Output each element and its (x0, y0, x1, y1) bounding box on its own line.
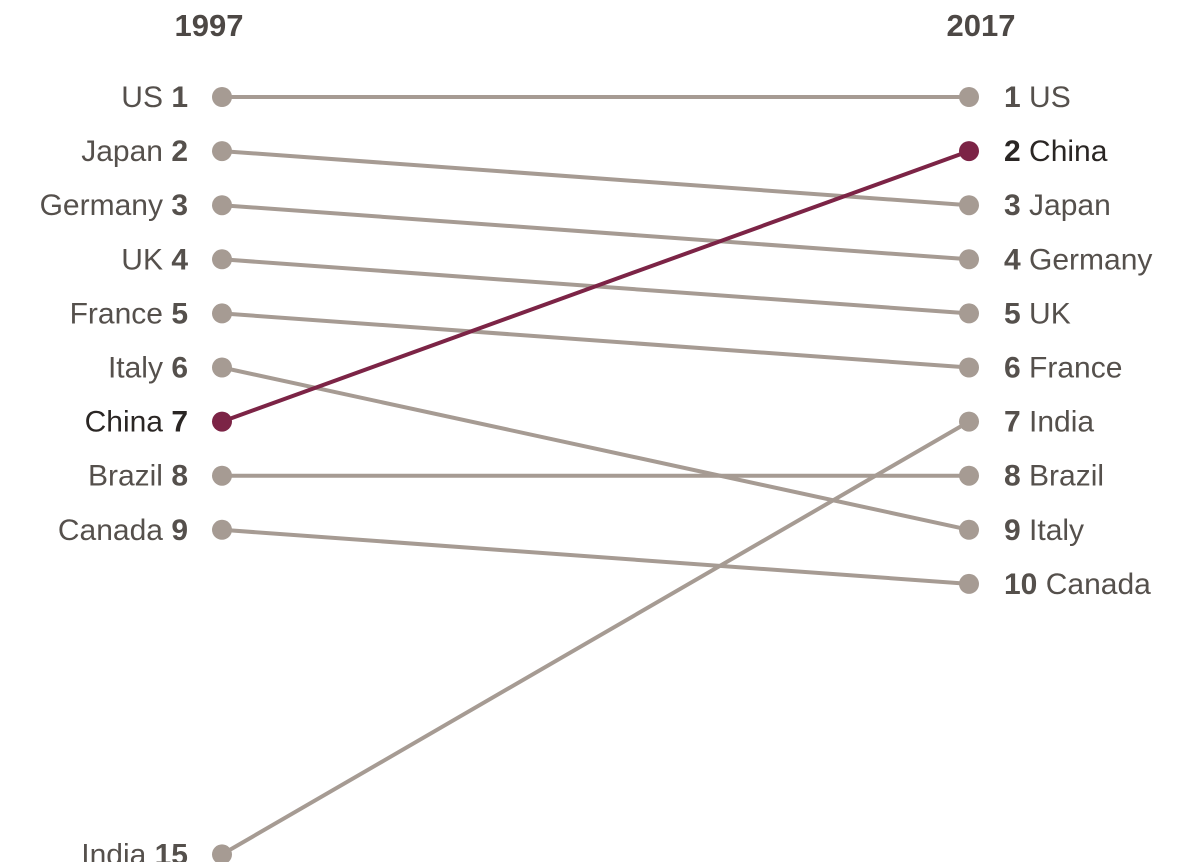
label-2017-name: Canada (1046, 568, 1151, 601)
dot-1997-us (212, 87, 232, 107)
dot-1997-uk (212, 249, 232, 270)
dot-1997-france (212, 303, 232, 324)
slope-line-france (220, 311, 971, 370)
label-1997-rank: 2 (171, 135, 188, 168)
slope-lines (220, 95, 971, 857)
label-1997-name: Germany (40, 189, 172, 222)
label-2017-france: 6 France (1004, 352, 1122, 385)
slope-line-canada (220, 527, 971, 586)
dot-1997-japan (212, 141, 232, 162)
label-1997-name: India (81, 838, 154, 862)
slope-line-germany (220, 203, 971, 262)
label-1997-rank: 7 (171, 406, 188, 439)
label-2017-canada: 10 Canada (1004, 568, 1151, 601)
label-2017-rank: 5 (1004, 297, 1029, 330)
year-label-2017: 2017 (947, 8, 1016, 43)
dot-2017-germany (959, 249, 979, 270)
dot-2017-uk (959, 303, 979, 324)
label-2017-rank: 3 (1004, 189, 1029, 222)
label-2017-rank: 6 (1004, 352, 1029, 385)
label-1997-name: France (70, 297, 172, 330)
label-2017-name: India (1029, 406, 1094, 439)
dot-2017-italy (959, 519, 979, 540)
label-1997-name: Canada (58, 514, 171, 547)
slope-line-japan (220, 149, 971, 208)
label-2017-name: Brazil (1029, 460, 1104, 493)
label-2017-rank: 7 (1004, 406, 1029, 439)
slope-dots (212, 87, 979, 862)
label-1997-rank: 15 (155, 838, 188, 862)
label-1997-brazil: Brazil 8 (88, 460, 188, 493)
dot-1997-brazil (212, 465, 232, 486)
label-1997-name: US (121, 81, 171, 114)
label-1997-name: Japan (81, 135, 171, 168)
label-2017-name: US (1029, 81, 1071, 114)
label-2017-india: 7 India (1004, 406, 1094, 439)
dot-2017-france (959, 357, 979, 378)
label-1997-india: India 15 (81, 838, 188, 862)
label-1997-rank: 9 (171, 514, 188, 547)
label-1997-rank: 4 (171, 243, 188, 276)
label-1997-rank: 5 (171, 297, 188, 330)
label-2017-name: Germany (1029, 243, 1152, 276)
label-2017-rank: 1 (1004, 81, 1029, 114)
dot-1997-germany (212, 195, 232, 216)
label-1997-rank: 8 (171, 460, 188, 493)
label-1997-italy: Italy 6 (108, 352, 188, 385)
label-1997-name: UK (121, 243, 171, 276)
dot-2017-china (959, 141, 979, 162)
label-2017-name: China (1029, 135, 1108, 168)
label-1997-rank: 1 (171, 81, 188, 114)
slope-line-india (220, 419, 971, 857)
label-2017-rank: 2 (1004, 135, 1029, 168)
slope-line-china (220, 149, 971, 424)
label-1997-us: US 1 (121, 81, 188, 114)
dot-2017-japan (959, 195, 979, 216)
label-2017-china: 2 China (1004, 135, 1108, 168)
label-1997-name: Italy (108, 352, 171, 385)
dot-2017-brazil (959, 465, 979, 486)
label-2017-rank: 8 (1004, 460, 1029, 493)
dot-1997-china (212, 411, 232, 432)
label-2017-rank: 10 (1004, 568, 1046, 601)
year-label-1997: 1997 (175, 8, 244, 43)
label-2017-rank: 9 (1004, 514, 1029, 547)
label-2017-japan: 3 Japan (1004, 189, 1111, 222)
label-1997-france: France 5 (70, 297, 188, 330)
label-1997-china: China 7 (85, 406, 188, 439)
dot-1997-india (212, 844, 232, 862)
label-1997-rank: 3 (171, 189, 188, 222)
label-2017-name: Japan (1029, 189, 1111, 222)
label-1997-japan: Japan 2 (81, 135, 188, 168)
dot-1997-canada (212, 519, 232, 540)
label-2017-brazil: 8 Brazil (1004, 460, 1104, 493)
label-2017-name: Italy (1029, 514, 1084, 547)
slope-line-italy (220, 365, 971, 532)
label-1997-name: China (85, 406, 172, 439)
label-1997-canada: Canada 9 (58, 514, 188, 547)
dot-2017-us (959, 87, 979, 107)
label-2017-uk: 5 UK (1004, 297, 1071, 330)
label-2017-us: 1 US (1004, 81, 1071, 114)
dot-1997-italy (212, 357, 232, 378)
label-2017-name: France (1029, 352, 1122, 385)
dot-2017-canada (959, 573, 979, 594)
label-2017-italy: 9 Italy (1004, 514, 1084, 547)
label-1997-name: Brazil (88, 460, 171, 493)
label-1997-uk: UK 4 (121, 243, 188, 276)
label-1997-germany: Germany 3 (40, 189, 188, 222)
label-2017-germany: 4 Germany (1004, 243, 1152, 276)
label-1997-rank: 6 (171, 352, 188, 385)
dot-2017-india (959, 411, 979, 432)
label-2017-name: UK (1029, 297, 1071, 330)
label-2017-rank: 4 (1004, 243, 1029, 276)
